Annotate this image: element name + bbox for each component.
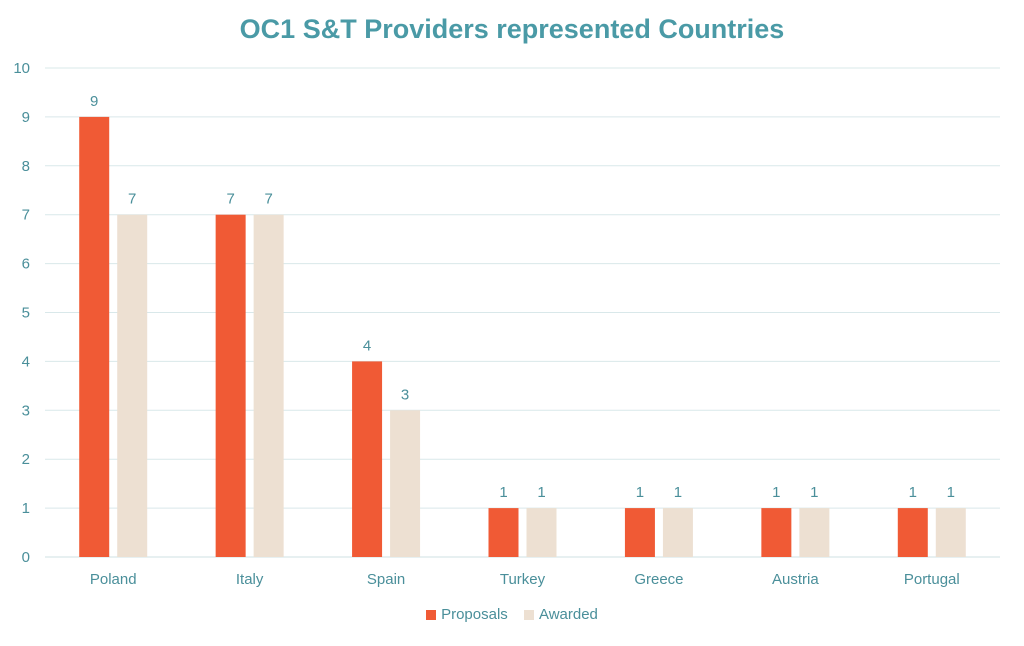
bar-awarded-austria [799,508,830,557]
legend-label-proposals: Proposals [441,606,508,623]
bar-proposals-portugal [897,508,928,557]
x-tick-label: Spain [367,571,405,588]
y-tick-label: 6 [22,256,30,273]
x-tick-label: Italy [236,571,264,588]
data-label: 1 [947,484,955,501]
y-tick-label: 5 [22,305,30,322]
x-axis-ticks: Poland Italy Spain Turkey Greece Austria Portu… [90,571,960,588]
y-tick-label: 9 [22,109,30,126]
bar-proposals-spain [352,361,383,557]
y-tick-label: 2 [22,451,30,468]
x-tick-label: Turkey [500,571,546,588]
bar-awarded-greece [662,508,693,557]
data-label: 7 [226,191,234,208]
x-tick-label: Poland [90,571,137,588]
data-label: 9 [90,93,98,110]
y-tick-label: 8 [22,158,30,175]
legend-swatch-proposals [426,610,437,620]
data-label: 1 [909,484,917,501]
legend-item-awarded: Awarded [523,606,598,623]
data-label: 1 [636,484,644,501]
data-label: 1 [537,484,545,501]
bar-awarded-portugal [935,508,966,557]
data-label: 1 [772,484,780,501]
y-tick-label: 1 [22,500,30,517]
bar-proposals-italy [215,214,246,557]
bar-proposals-greece [624,508,655,557]
bar-proposals-turkey [488,508,519,557]
bars [79,116,966,558]
bar-proposals-austria [761,508,792,557]
bar-awarded-poland [117,214,148,557]
y-tick-label: 7 [22,207,30,224]
legend-swatch-awarded [523,610,534,620]
y-tick-label: 0 [22,549,30,566]
gridlines [45,67,1000,558]
data-label: 7 [128,191,136,208]
data-labels: 9 7 7 7 4 3 1 1 1 1 1 1 1 1 [90,93,955,501]
x-tick-label: Austria [772,571,819,588]
y-tick-label: 3 [22,402,30,419]
y-tick-label: 10 [13,60,30,77]
data-label: 7 [264,191,272,208]
data-label: 1 [674,484,682,501]
y-tick-label: 4 [22,353,30,370]
data-label: 3 [401,386,409,403]
x-tick-label: Portugal [904,571,960,588]
bar-awarded-italy [253,214,284,557]
chart-title: OC1 S&T Providers represented Countries [239,14,785,44]
legend: Proposals Awarded [0,606,1024,623]
x-tick-label: Greece [634,571,683,588]
bar-awarded-spain [390,410,421,557]
data-label: 1 [499,484,507,501]
data-label: 1 [810,484,818,501]
legend-item-proposals: Proposals [426,606,508,623]
data-label: 4 [363,337,371,354]
legend-label-awarded: Awarded [538,606,598,623]
bar-awarded-turkey [526,508,557,557]
y-axis-ticks: 0 1 2 3 4 5 6 7 8 9 10 [13,60,30,566]
bar-proposals-poland [79,116,110,558]
